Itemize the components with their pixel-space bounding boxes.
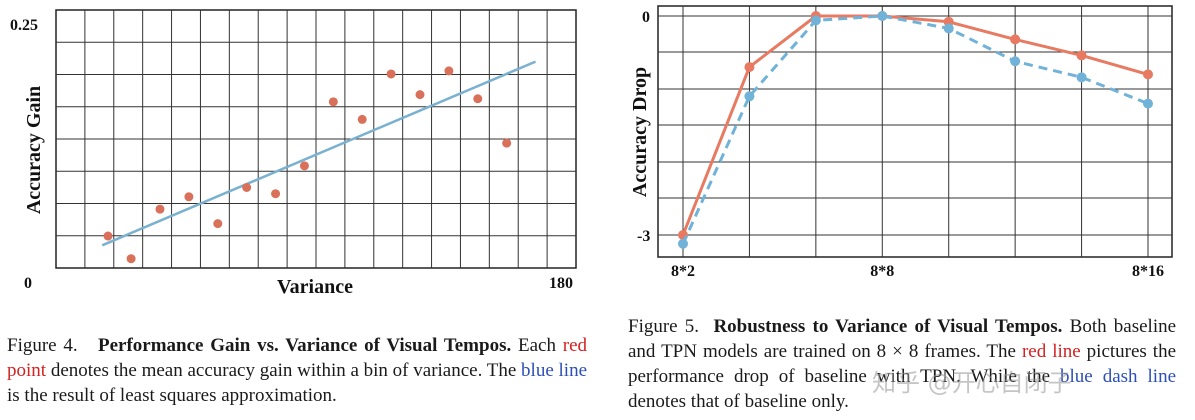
baseline-line [681, 14, 1149, 245]
data-point [473, 94, 483, 104]
baseline-point [810, 15, 821, 26]
data-point [502, 138, 512, 148]
figure-5-title: Robustness to Variance of Visual Tempos. [713, 316, 1063, 337]
figure-5-caption: Figure 5. Robustness to Variance of Visu… [628, 314, 1176, 414]
x-tick-label: 0 [24, 275, 32, 292]
figure-5-caption-text: denotes that of baseline only. [628, 391, 849, 412]
data-point [103, 231, 113, 241]
red-point-phrase: red point [7, 335, 588, 381]
data-point [213, 219, 223, 229]
baseline-point [678, 238, 688, 249]
x-tick-label: 180 [549, 275, 573, 292]
x-axis-label: Variance [277, 276, 353, 298]
x-tick-label: 8*2 [671, 263, 695, 280]
figure-4-caption: Figure 4. Performance Gain vs. Variance … [7, 333, 587, 408]
y-axis-label: Accuracy Gain [23, 86, 45, 214]
TPN-point [1143, 69, 1153, 80]
data-point [415, 90, 425, 100]
x-tick-label: 8*16 [1132, 263, 1164, 280]
baseline-point [1143, 98, 1153, 109]
TPN-line [681, 14, 1149, 236]
data-point [357, 114, 367, 124]
least-squares-line [101, 60, 537, 247]
baseline-point [1076, 72, 1087, 83]
TPN-point [744, 62, 755, 73]
data-point [299, 161, 309, 171]
figure-4-title: Performance Gain vs. Variance of Visual … [97, 335, 512, 356]
data-point [155, 204, 165, 214]
data-point [444, 66, 454, 76]
x-tick-label: 8*8 [870, 263, 894, 280]
figure-4-caption-text: denotes the mean accuracy gain within a … [50, 360, 517, 381]
baseline-point [877, 11, 888, 21]
TPN-point [1076, 50, 1087, 61]
blue-line-phrase: blue line [521, 360, 587, 381]
figure-5-caption-text: pictures the performance drop of baselin… [628, 341, 1177, 387]
data-point [271, 189, 281, 199]
figure-5-label: Figure 5. [628, 316, 700, 337]
baseline-point [943, 23, 954, 34]
y-axis-label: Accuracy Drop [629, 67, 651, 197]
figure-4-label: Figure 4. [7, 335, 78, 356]
TPN-point [1010, 34, 1021, 45]
y-tick-label: -3 [637, 228, 650, 245]
figure-5-chart: 0 -3 8*2 8*8 8*16 Accuracy Drop [629, 5, 1173, 280]
baseline-point [744, 91, 755, 102]
data-point [328, 97, 338, 107]
figure-5-caption-text: Both baseline and TPN models are trained… [628, 316, 1177, 362]
plot-area [657, 5, 1173, 258]
figure-4-caption-text: Each [518, 335, 556, 356]
data-point [386, 69, 396, 79]
figure-4-chart: 0.25 0 180 Variance Accuracy Gain [10, 9, 577, 298]
y-tick-label: 0 [642, 9, 650, 26]
blue-dash-line-phrase: blue dash line [1060, 366, 1176, 387]
data-point [242, 183, 252, 193]
data-point [184, 192, 194, 202]
baseline-point [1010, 56, 1021, 67]
data-point [126, 254, 136, 264]
watermark: 知乎 @开心自闭子 [872, 369, 1072, 397]
figure-4-caption-text: is the result of least squares approxima… [7, 385, 337, 406]
red-line-phrase: red line [1021, 341, 1081, 362]
y-tick-label: 0.25 [10, 17, 38, 34]
